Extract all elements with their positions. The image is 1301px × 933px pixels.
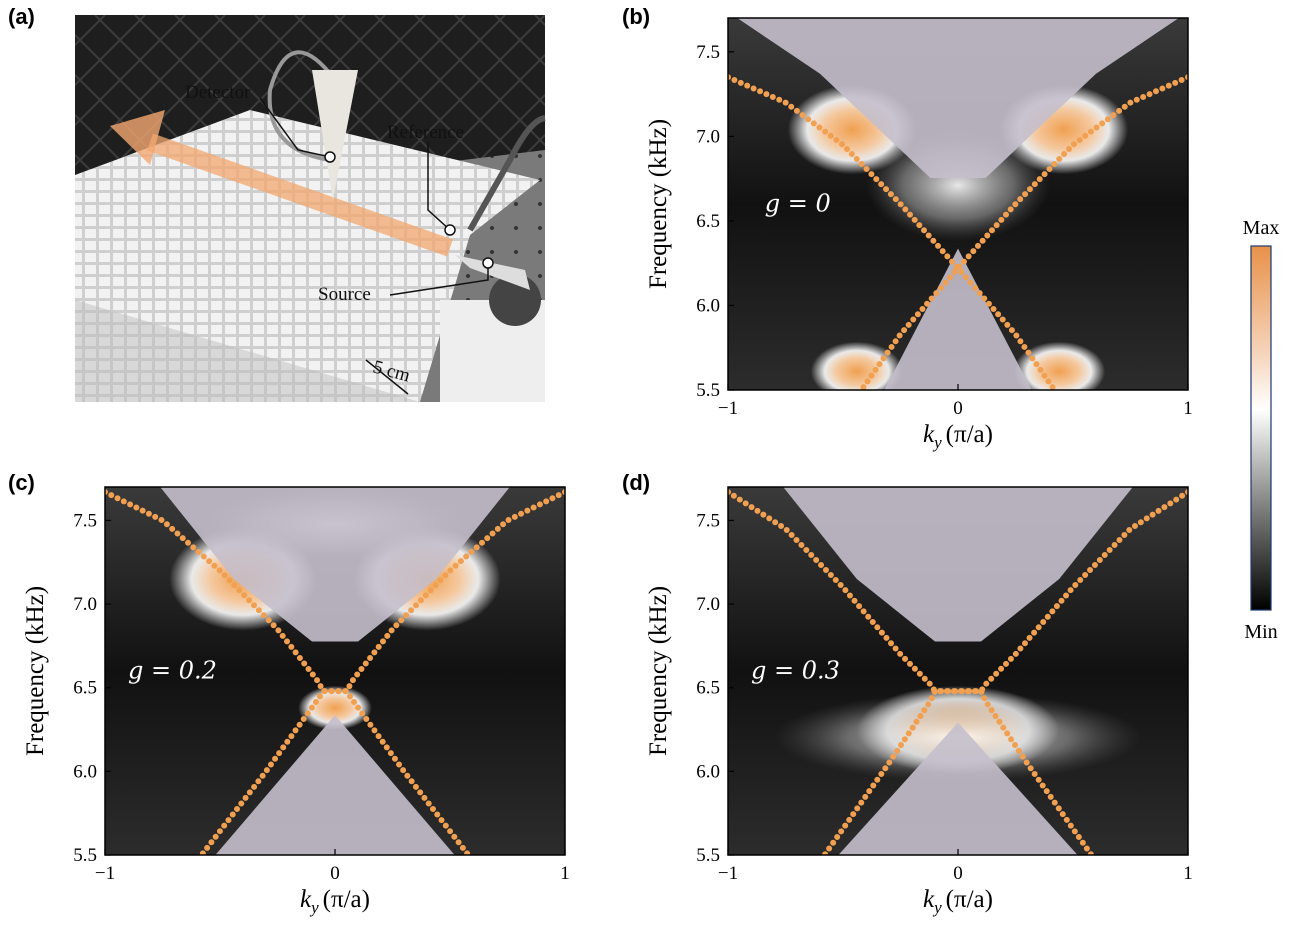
x-tick-label: 1: [1183, 863, 1193, 884]
y-tick-label: 6.5: [73, 678, 97, 699]
y-tick-label: 7.5: [696, 510, 720, 531]
y-tick-label: 5.5: [696, 380, 720, 401]
y-tick-label: 7.5: [73, 510, 97, 531]
y-tick-label: 7.5: [696, 42, 720, 63]
x-label-subscript: y: [932, 898, 942, 917]
panel-label: (c): [8, 470, 35, 495]
x-tick-label: −1: [718, 863, 738, 884]
y-tick-label: 5.5: [696, 845, 720, 866]
colorbar-label: Min: [1244, 621, 1277, 643]
photo-label: Source: [318, 284, 371, 305]
y-axis-label: Frequency (kHz): [645, 586, 672, 756]
x-tick-label: −1: [95, 863, 115, 884]
page: Detector Reference Source 5 cm (a) (b) (…: [0, 0, 1301, 933]
y-tick-label: 6.0: [696, 761, 720, 782]
panel-label: (a): [8, 4, 35, 29]
y-axis-label: Frequency (kHz): [22, 586, 49, 756]
y-tick-label: 7.0: [73, 594, 97, 615]
y-tick-label: 6.5: [696, 211, 720, 232]
y-tick-label: 6.0: [73, 761, 97, 782]
y-tick-label: 7.0: [696, 594, 720, 615]
x-tick-label: 0: [953, 863, 963, 884]
x-axis-label: ky(π/a): [300, 886, 370, 917]
x-label-subscript: y: [932, 433, 942, 452]
y-axis-label: Frequency (kHz): [645, 119, 672, 289]
x-axis-label: ky(π/a): [923, 421, 993, 452]
photo-label: Detector: [185, 82, 251, 103]
annotation: g = 0: [765, 189, 831, 217]
x-tick-label: 1: [560, 863, 570, 884]
y-tick-label: 7.0: [696, 126, 720, 147]
x-tick-label: −1: [718, 398, 738, 419]
x-tick-label: 0: [953, 398, 963, 419]
photo: Detector Reference Source 5 cm: [75, 15, 545, 402]
y-tick-label: 6.0: [696, 295, 720, 316]
annotation: g = 0.3: [751, 656, 840, 684]
x-label-unit: (π/a): [946, 421, 993, 448]
panel-label: (d): [622, 470, 650, 495]
x-tick-label: 0: [330, 863, 340, 884]
photo-label: Reference: [387, 122, 464, 143]
x-label-unit: (π/a): [946, 886, 993, 913]
x-axis-label: ky(π/a): [923, 886, 993, 917]
panel-label: (b): [622, 4, 650, 29]
y-tick-label: 5.5: [73, 845, 97, 866]
y-tick-label: 6.5: [696, 678, 720, 699]
x-tick-label: 1: [1183, 398, 1193, 419]
x-label-unit: (π/a): [323, 886, 370, 913]
annotation: g = 0.2: [128, 656, 217, 684]
figure: Detector Reference Source 5 cm (a) (b) (…: [0, 0, 1301, 933]
colorbar: Max Min: [1243, 217, 1280, 643]
colorbar-label: Max: [1243, 217, 1280, 239]
x-label-subscript: y: [309, 898, 319, 917]
